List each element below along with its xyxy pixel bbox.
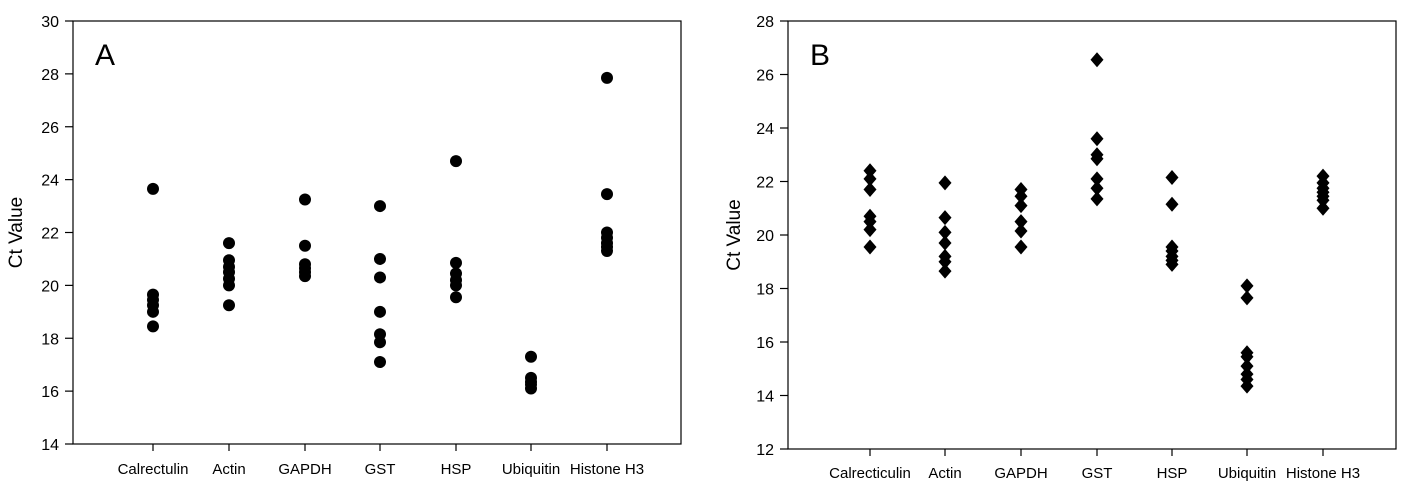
data-point — [1316, 192, 1330, 208]
data-point — [450, 256, 462, 269]
data-point — [1090, 180, 1104, 196]
y-tick-label: 28 — [41, 67, 59, 84]
data-point — [1014, 239, 1028, 255]
data-point — [863, 239, 877, 255]
data-point — [863, 222, 877, 238]
y-tick-label: 26 — [756, 68, 774, 85]
plot-frame — [787, 20, 1397, 450]
y-tick-label: 20 — [41, 278, 59, 295]
data-point — [1316, 200, 1330, 216]
x-tick-label: GAPDH — [994, 465, 1047, 482]
chart-panel-a: 14 16 18 20 22 24 26 28 30 Calrectulin Actin GAPDH G… — [6, 14, 682, 478]
data-point — [374, 305, 386, 318]
x-tick-label: GST — [365, 461, 396, 478]
y-tick-label: 14 — [41, 437, 59, 454]
data-point — [938, 263, 952, 279]
x-tick-label: Actin — [212, 461, 245, 478]
x-tick-label: Actin — [928, 465, 961, 482]
data-point — [601, 245, 613, 258]
y-axis-label: Ct Value — [6, 197, 27, 268]
y-tick-label: 14 — [756, 389, 774, 406]
data-point — [863, 171, 877, 187]
data-point — [147, 305, 159, 318]
data-point — [938, 210, 952, 226]
data-point — [938, 175, 952, 191]
y-tick-label: 18 — [41, 331, 59, 348]
data-point — [1014, 223, 1028, 239]
data-point — [601, 71, 613, 84]
data-point — [525, 382, 537, 395]
data-point — [450, 279, 462, 292]
data-point — [1014, 214, 1028, 230]
x-tick-label: Calrecticulin — [829, 465, 911, 482]
data-point — [1090, 171, 1104, 187]
data-point — [863, 214, 877, 230]
x-tick-label: Calrectulin — [118, 461, 189, 478]
data-point — [299, 239, 311, 252]
y-tick-label: 30 — [41, 14, 59, 31]
y-tick-label: 16 — [41, 384, 59, 401]
x-tick-label: HSP — [1157, 465, 1188, 482]
y-tick-label: 28 — [756, 14, 774, 31]
data-point — [1165, 169, 1179, 185]
data-point — [1240, 378, 1254, 394]
y-tick-label: 20 — [756, 228, 774, 245]
data-point — [374, 252, 386, 265]
data-point — [1240, 278, 1254, 294]
x-tick-label: Histone H3 — [570, 461, 644, 478]
data-point — [1090, 151, 1104, 167]
data-point — [147, 320, 159, 333]
data-point — [1240, 358, 1254, 374]
data-point — [450, 291, 462, 304]
data-point — [223, 237, 235, 250]
data-point — [863, 182, 877, 198]
data-point — [450, 155, 462, 168]
data-point — [223, 299, 235, 312]
data-point — [299, 270, 311, 283]
data-point — [1090, 191, 1104, 207]
data-point — [374, 336, 386, 349]
data-point — [1090, 52, 1104, 68]
chart-panel-b: 12 14 16 18 20 22 24 26 28 Calrecticulin Actin GAPD… — [724, 14, 1397, 482]
data-point — [1240, 290, 1254, 306]
y-tick-label: 24 — [756, 121, 774, 138]
data-point — [1090, 131, 1104, 147]
data-point — [1014, 198, 1028, 214]
panel-label: B — [810, 39, 830, 72]
data-point — [525, 350, 537, 363]
panel-label: A — [95, 39, 115, 72]
y-tick-label: 18 — [756, 282, 774, 299]
data-point — [223, 279, 235, 292]
data-point — [1165, 256, 1179, 272]
y-tick-label: 16 — [756, 335, 774, 352]
y-tick-label: 12 — [756, 442, 774, 459]
x-tick-label: GAPDH — [278, 461, 331, 478]
y-tick-label: 26 — [41, 120, 59, 137]
data-point — [938, 224, 952, 240]
y-tick-label: 24 — [41, 173, 59, 190]
x-tick-label: HSP — [441, 461, 472, 478]
y-axis-label: Ct Value — [724, 199, 745, 270]
x-tick-label: Ubiquitin — [1218, 465, 1276, 482]
data-point — [601, 188, 613, 201]
y-tick-label: 22 — [756, 175, 774, 192]
data-point — [299, 193, 311, 206]
plot-frame — [72, 20, 682, 445]
data-point — [938, 235, 952, 251]
data-point — [374, 271, 386, 284]
data-point — [863, 163, 877, 179]
data-point — [938, 254, 952, 270]
x-tick-label: Ubiquitin — [502, 461, 560, 478]
data-point — [374, 200, 386, 213]
data-point — [1165, 196, 1179, 212]
data-point — [1240, 349, 1254, 365]
data-point — [1014, 188, 1028, 204]
x-tick-label: GST — [1082, 465, 1113, 482]
y-tick-label: 22 — [41, 226, 59, 243]
x-tick-label: Histone H3 — [1286, 465, 1360, 482]
data-point — [147, 182, 159, 195]
data-point — [374, 356, 386, 369]
